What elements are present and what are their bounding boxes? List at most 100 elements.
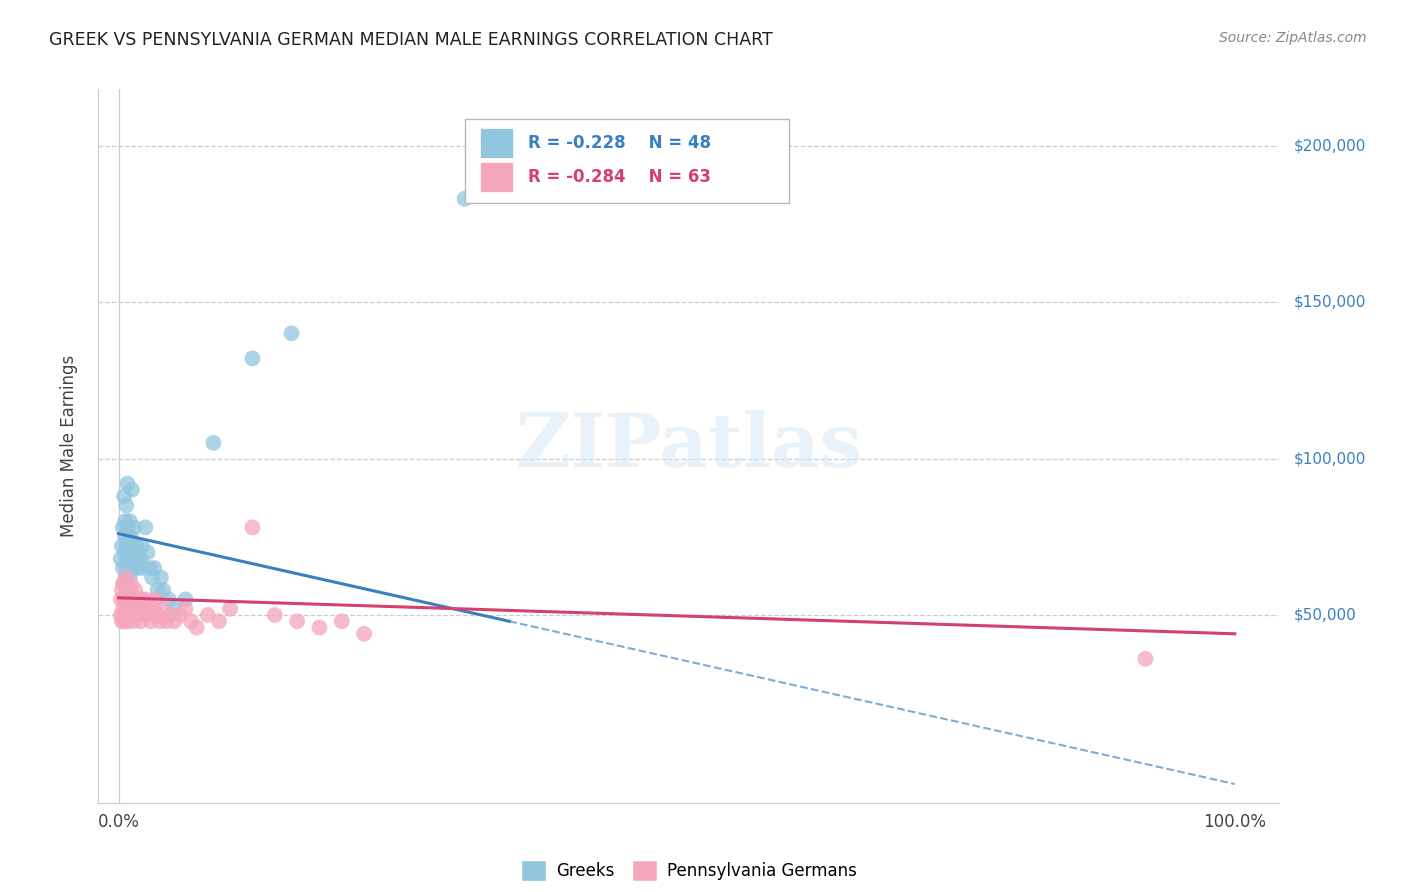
Point [169, 607, 191, 622]
Text: ZIPatlas: ZIPatlas [516, 409, 862, 483]
Point [134, 520, 156, 534]
Point [114, 592, 136, 607]
Point [202, 435, 225, 450]
Point [242, 520, 264, 534]
Point [219, 601, 242, 615]
Point [129, 551, 152, 566]
Point [149, 614, 172, 628]
Point [163, 601, 186, 615]
Point [115, 499, 138, 513]
Point [111, 582, 134, 597]
Point [124, 592, 146, 607]
Point [110, 551, 132, 566]
Point [117, 561, 139, 575]
Point [174, 592, 197, 607]
Point [1135, 652, 1157, 666]
Point [142, 601, 165, 615]
Point [157, 592, 180, 607]
Point [120, 530, 142, 544]
Point [308, 621, 330, 635]
Point [122, 539, 145, 553]
Point [115, 570, 138, 584]
Point [124, 551, 146, 566]
Point [118, 539, 141, 553]
Point [117, 601, 139, 615]
Point [132, 561, 155, 575]
Point [118, 570, 141, 584]
Point [122, 601, 145, 615]
FancyBboxPatch shape [464, 120, 789, 203]
Point [117, 592, 139, 607]
Point [120, 601, 142, 615]
Point [146, 582, 169, 597]
Point [127, 561, 149, 575]
Text: R = -0.228    N = 48: R = -0.228 N = 48 [529, 134, 711, 152]
Point [117, 551, 139, 566]
Point [117, 607, 139, 622]
Point [118, 592, 141, 607]
Point [115, 582, 138, 597]
Point [125, 601, 148, 615]
Point [143, 592, 166, 607]
Text: Source: ZipAtlas.com: Source: ZipAtlas.com [1219, 31, 1367, 45]
Point [120, 551, 142, 566]
Point [136, 545, 159, 559]
Point [208, 614, 231, 628]
Legend: Greeks, Pennsylvania Germans: Greeks, Pennsylvania Germans [515, 854, 863, 888]
Point [146, 607, 169, 622]
Point [117, 476, 139, 491]
Point [453, 192, 475, 206]
Point [132, 601, 155, 615]
Point [139, 561, 162, 575]
Point [134, 607, 156, 622]
Point [155, 614, 177, 628]
Point [114, 514, 136, 528]
Point [112, 614, 135, 628]
Point [110, 607, 132, 622]
Point [111, 601, 134, 615]
Point [152, 582, 174, 597]
Point [121, 483, 143, 497]
Point [263, 607, 285, 622]
Point [124, 582, 146, 597]
Point [127, 607, 149, 622]
Point [120, 576, 142, 591]
Point [111, 520, 134, 534]
Point [143, 561, 166, 575]
Point [110, 592, 132, 607]
Point [197, 607, 219, 622]
Point [121, 592, 143, 607]
Point [159, 607, 181, 622]
Text: $200,000: $200,000 [1294, 138, 1367, 153]
Point [122, 592, 145, 607]
Point [114, 545, 136, 559]
Point [117, 520, 139, 534]
Point [152, 601, 174, 615]
Y-axis label: Median Male Earnings: Median Male Earnings [59, 355, 77, 537]
Point [138, 607, 160, 622]
Bar [479, 162, 513, 192]
Point [139, 614, 162, 628]
Point [122, 614, 145, 628]
Point [141, 570, 163, 584]
Point [114, 530, 136, 544]
Point [114, 570, 136, 584]
Point [111, 614, 134, 628]
Text: GREEK VS PENNSYLVANIA GERMAN MEDIAN MALE EARNINGS CORRELATION CHART: GREEK VS PENNSYLVANIA GERMAN MEDIAN MALE… [49, 31, 773, 49]
Text: $100,000: $100,000 [1294, 451, 1367, 466]
Point [122, 607, 145, 622]
Point [111, 539, 134, 553]
Point [117, 614, 139, 628]
Point [330, 614, 353, 628]
Point [122, 520, 145, 534]
Point [134, 592, 156, 607]
Point [117, 530, 139, 544]
Point [129, 614, 152, 628]
Point [186, 621, 208, 635]
Point [131, 592, 153, 607]
Point [174, 601, 197, 615]
Bar [479, 128, 513, 158]
Point [131, 539, 153, 553]
Point [112, 592, 135, 607]
Point [118, 514, 141, 528]
